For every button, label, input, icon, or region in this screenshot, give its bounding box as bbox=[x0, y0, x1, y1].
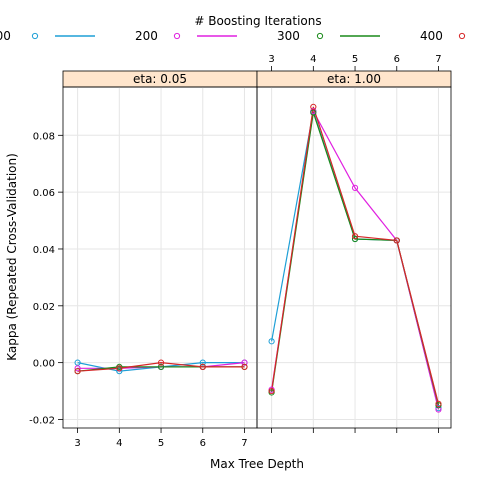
data-point-200-3 bbox=[74, 365, 81, 372]
x-tick-label-top-4: 7 bbox=[435, 54, 441, 65]
series-group-eta-100 bbox=[268, 103, 442, 413]
data-point-100-6 bbox=[199, 359, 206, 366]
legend-marker-300 bbox=[316, 32, 324, 40]
data-point-400-6 bbox=[393, 237, 400, 244]
legend-marker-100 bbox=[31, 32, 39, 40]
x-tick-label-bottom-4: 7 bbox=[241, 438, 247, 449]
strip-label-eta-100: eta: 1.00 bbox=[327, 72, 381, 86]
data-point-400-5 bbox=[351, 233, 359, 240]
x-axis-title: Max Tree Depth bbox=[210, 457, 304, 471]
data-point-300-5 bbox=[351, 235, 359, 243]
x-tick-label-top-0: 3 bbox=[268, 54, 274, 65]
y-tick-label-3: 0.04 bbox=[33, 245, 55, 256]
grid-eta-100 bbox=[257, 87, 451, 428]
legend-label-200: 200 bbox=[135, 29, 158, 43]
legend-item-200: 200 bbox=[135, 29, 237, 43]
legend-item-100: 100 bbox=[0, 29, 95, 43]
y-tick-label-2: 0.02 bbox=[33, 302, 55, 313]
x-tick-label-top-2: 5 bbox=[352, 54, 358, 65]
x-tick-label-bottom-3: 6 bbox=[200, 438, 206, 449]
legend-marker-200 bbox=[173, 32, 181, 40]
y-tick-label-5: 0.08 bbox=[33, 131, 55, 142]
x-tick-label-bottom-2: 5 bbox=[158, 438, 164, 449]
data-point-400-7 bbox=[241, 363, 248, 371]
legend-label-100: 100 bbox=[0, 29, 11, 43]
y-axis-title: Kappa (Repeated Cross-Validation) bbox=[5, 153, 19, 361]
data-point-400-5 bbox=[157, 359, 165, 366]
series-line-400 bbox=[77, 362, 245, 372]
panel-eta-100: eta: 1.00 bbox=[256, 70, 452, 429]
panel-eta-005: eta: 0.05 bbox=[62, 70, 258, 429]
panel-frame-eta-100 bbox=[256, 86, 452, 429]
data-point-300-5 bbox=[157, 363, 165, 371]
data-point-400-3 bbox=[74, 368, 81, 375]
y-tick-label-1: 0.00 bbox=[33, 359, 55, 370]
legend-marker-400 bbox=[458, 32, 466, 40]
x-axis-bottom: 3 4 5 6 7 bbox=[74, 428, 439, 449]
legend-item-400: 400 bbox=[420, 29, 466, 43]
data-point-400-7 bbox=[435, 400, 442, 407]
y-tick-label-0: -0.02 bbox=[29, 415, 55, 426]
y-tick-label-4: 0.06 bbox=[33, 188, 55, 199]
legend-label-300: 300 bbox=[277, 29, 300, 43]
strip-label-eta-005: eta: 0.05 bbox=[133, 72, 187, 86]
data-point-400-3 bbox=[268, 387, 275, 395]
data-point-400-4 bbox=[310, 103, 317, 110]
data-point-400-6 bbox=[199, 363, 206, 371]
x-tick-label-bottom-1: 4 bbox=[116, 438, 122, 449]
data-point-200-5 bbox=[351, 184, 359, 191]
data-point-100-3 bbox=[268, 338, 275, 345]
legend: 100 200 300 400 bbox=[0, 29, 466, 43]
legend-item-300: 300 bbox=[277, 29, 380, 43]
x-tick-label-top-1: 4 bbox=[310, 54, 316, 65]
y-axis: -0.02 0.00 0.02 0.04 0.06 0.08 bbox=[29, 131, 63, 426]
legend-label-400: 400 bbox=[420, 29, 443, 43]
x-tick-label-bottom-0: 3 bbox=[74, 438, 80, 449]
data-point-100-4 bbox=[116, 368, 123, 375]
data-point-200-7 bbox=[241, 359, 248, 366]
series-group-eta-005 bbox=[74, 359, 248, 375]
legend-title: # Boosting Iterations bbox=[194, 14, 321, 28]
x-tick-label-top-3: 6 bbox=[394, 54, 400, 65]
x-axis-top: 3 4 5 6 7 bbox=[268, 54, 442, 71]
data-point-400-4 bbox=[116, 365, 123, 372]
